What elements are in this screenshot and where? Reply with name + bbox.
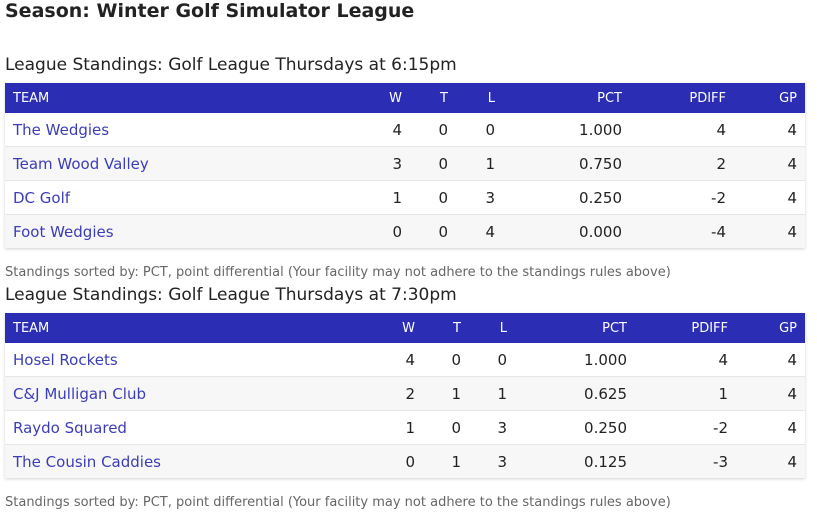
pdiff-cell: 2 <box>622 146 726 181</box>
losses-cell: 0 <box>485 120 495 139</box>
gp-cell: 4 <box>728 410 805 445</box>
column-header-w: W <box>402 320 415 336</box>
team-cell: Hosel Rockets <box>5 343 365 377</box>
losses-cell: 3 <box>461 444 507 478</box>
gp-cell: 4 <box>728 444 805 478</box>
wins-cell: 3 <box>345 146 402 181</box>
pdiff-cell: -2 <box>627 410 728 445</box>
losses-cell: 0 <box>497 350 507 369</box>
team-link[interactable]: The Wedgies <box>13 120 110 139</box>
ties-cell: 0 <box>402 214 448 248</box>
team-cell: DC Golf <box>5 180 345 215</box>
table-row: Team Wood Valley 3 0 1 0.750 2 4 <box>5 146 805 181</box>
column-header-l: L <box>499 320 507 336</box>
standings-note: Standings sorted by: PCT, point differen… <box>5 495 671 510</box>
team-link[interactable]: Hosel Rockets <box>13 350 118 369</box>
gp-cell: 4 <box>787 120 797 139</box>
team-link[interactable]: The Cousin Caddies <box>13 452 162 471</box>
pct-cell: 0.125 <box>507 444 627 478</box>
team-link[interactable]: Foot Wedgies <box>13 222 114 241</box>
ties-cell: 0 <box>451 350 461 369</box>
pct-cell: 0.250 <box>495 180 622 215</box>
standings-table: TEAM W T L PCT PDIFF GP The Wedgies 4 0 … <box>5 83 805 248</box>
ties-cell: 0 <box>402 180 448 215</box>
wins-cell: 4 <box>392 120 402 139</box>
column-header-t: T <box>440 90 448 106</box>
table-row: DC Golf 1 0 3 0.250 -2 4 <box>5 180 805 215</box>
team-link[interactable]: Team Wood Valley <box>13 154 149 173</box>
ties-cell: 0 <box>415 410 461 445</box>
pct-cell: 0.250 <box>507 410 627 445</box>
pdiff-cell: 4 <box>716 120 726 139</box>
wins-cell: 2 <box>365 376 415 411</box>
league-section-2: League Standings: Golf League Thursdays … <box>5 283 805 510</box>
table-header-row: TEAM W T L PCT PDIFF GP <box>5 313 805 343</box>
team-cell: The Cousin Caddies <box>5 444 365 478</box>
pdiff-cell: -3 <box>627 444 728 478</box>
losses-cell: 4 <box>448 214 495 248</box>
pct-cell: 0.750 <box>495 146 622 181</box>
league-title: League Standings: Golf League Thursdays … <box>5 285 457 305</box>
standings-note: Standings sorted by: PCT, point differen… <box>5 265 671 280</box>
table-header-row: TEAM W T L PCT PDIFF GP <box>5 83 805 113</box>
column-header-team: TEAM <box>13 320 50 336</box>
team-cell: Team Wood Valley <box>5 146 345 181</box>
losses-cell: 3 <box>448 180 495 215</box>
pct-cell: 1.000 <box>584 350 627 369</box>
team-link[interactable]: C&J Mulligan Club <box>13 384 146 403</box>
pct-cell: 1.000 <box>579 120 622 139</box>
standings-table: TEAM W T L PCT PDIFF GP Hosel Rockets 4 … <box>5 313 805 478</box>
team-link[interactable]: DC Golf <box>13 188 71 207</box>
losses-cell: 1 <box>461 376 507 411</box>
pdiff-cell: 4 <box>718 350 728 369</box>
table-row: The Cousin Caddies 0 1 3 0.125 -3 4 <box>5 444 805 478</box>
wins-cell: 4 <box>405 350 415 369</box>
pdiff-cell: 1 <box>627 376 728 411</box>
column-header-pdiff: PDIFF <box>689 90 726 106</box>
gp-cell: 4 <box>728 376 805 411</box>
gp-cell: 4 <box>726 214 805 248</box>
wins-cell: 0 <box>365 444 415 478</box>
ties-cell: 1 <box>415 376 461 411</box>
pdiff-cell: -4 <box>622 214 726 248</box>
table-row: The Wedgies 4 0 0 1.000 4 4 <box>5 113 805 147</box>
gp-cell: 4 <box>726 146 805 181</box>
column-header-t: T <box>453 320 461 336</box>
table-row: Hosel Rockets 4 0 0 1.000 4 4 <box>5 343 805 377</box>
column-header-pdiff: PDIFF <box>691 320 728 336</box>
pct-cell: 0.000 <box>495 214 622 248</box>
team-cell: Raydo Squared <box>5 410 365 445</box>
pct-cell: 0.625 <box>507 376 627 411</box>
losses-cell: 3 <box>461 410 507 445</box>
ties-cell: 0 <box>438 120 448 139</box>
column-header-gp: GP <box>779 320 797 336</box>
column-header-team: TEAM <box>13 90 50 106</box>
wins-cell: 0 <box>345 214 402 248</box>
team-cell: C&J Mulligan Club <box>5 376 365 411</box>
column-header-l: L <box>487 90 495 106</box>
team-link[interactable]: Raydo Squared <box>13 418 127 437</box>
column-header-w: W <box>389 90 402 106</box>
table-row: Foot Wedgies 0 0 4 0.000 -4 4 <box>5 214 805 248</box>
gp-cell: 4 <box>726 180 805 215</box>
league-section-1: League Standings: Golf League Thursdays … <box>5 53 805 280</box>
column-header-pct: PCT <box>597 90 622 106</box>
team-cell: Foot Wedgies <box>5 214 345 248</box>
pdiff-cell: -2 <box>622 180 726 215</box>
losses-cell: 1 <box>448 146 495 181</box>
season-title: Season: Winter Golf Simulator League <box>5 0 415 22</box>
league-title: League Standings: Golf League Thursdays … <box>5 55 457 75</box>
team-cell: The Wedgies <box>5 113 345 147</box>
table-row: Raydo Squared 1 0 3 0.250 -2 4 <box>5 410 805 445</box>
ties-cell: 0 <box>402 146 448 181</box>
wins-cell: 1 <box>345 180 402 215</box>
column-header-pct: PCT <box>602 320 627 336</box>
ties-cell: 1 <box>415 444 461 478</box>
column-header-gp: GP <box>779 90 797 106</box>
gp-cell: 4 <box>787 350 797 369</box>
table-row: C&J Mulligan Club 2 1 1 0.625 1 4 <box>5 376 805 411</box>
wins-cell: 1 <box>365 410 415 445</box>
